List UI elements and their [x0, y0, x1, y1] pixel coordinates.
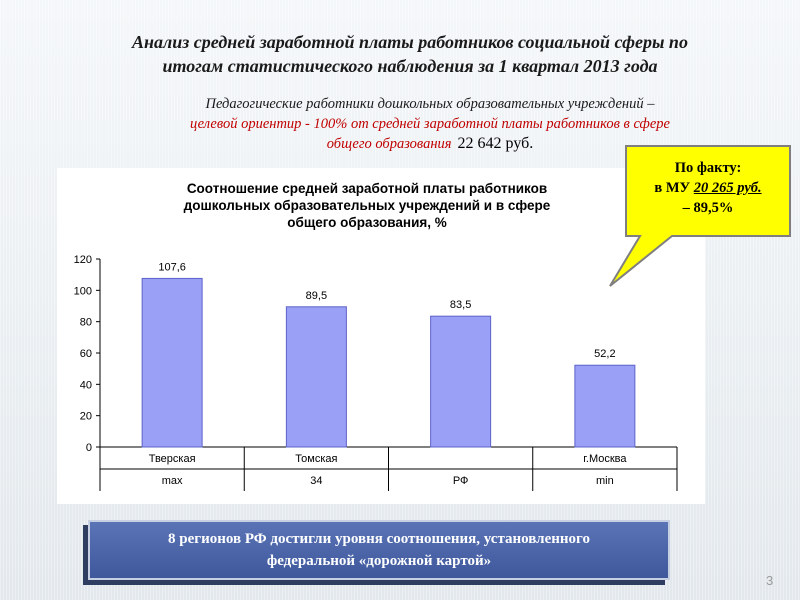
y-tick-label-0: 0	[86, 442, 92, 454]
subtitle-line3: общего образования	[326, 136, 452, 152]
chart-title-line3: общего образования, %	[287, 215, 447, 230]
bar-chart: 0 20 40 60 80 100 120 107,6 Тверская max 89,5 Томск…	[74, 254, 678, 491]
bar-3	[574, 364, 636, 448]
data-label-2: 83,5	[450, 299, 471, 311]
slide-subtitle: Педагогические работники дошкольных обра…	[100, 94, 760, 154]
callout-text: По факту: в МУ 20 265 руб. – 89,5%	[628, 158, 788, 218]
y-tick-label-40: 40	[80, 379, 92, 391]
banner-line2: федеральной «дорожной картой»	[266, 553, 492, 569]
chart-title-line1: Соотношение средней заработной платы раб…	[186, 181, 548, 196]
chart-panel: Соотношение средней заработной платы раб…	[57, 168, 705, 504]
bar-1	[285, 306, 347, 448]
subtitle-sum: 22 642 руб.	[457, 135, 534, 152]
banner-line1: 8 регионов РФ достигли уровня соотношени…	[168, 531, 590, 547]
data-label-3: 52,2	[594, 348, 615, 360]
x-category-sublabel-3: min	[596, 475, 614, 487]
y-tick-label-120: 120	[74, 254, 92, 266]
chart-title: Соотношение средней заработной платы раб…	[117, 180, 617, 231]
slide-title-line2: итогам статистического наблюдения за 1 к…	[162, 56, 658, 76]
callout-line1: По факту:	[674, 160, 742, 176]
callout-line2-prefix: в МУ	[654, 180, 694, 196]
x-category-label-3: г.Москва	[583, 453, 627, 465]
chart-title-line2: дошкольных образовательных учреждений и …	[183, 198, 551, 213]
x-category-sublabel-1: 34	[310, 475, 322, 487]
y-tick-label-60: 60	[80, 348, 92, 360]
x-category-sublabel-2: РФ	[453, 475, 469, 487]
data-label-1: 89,5	[306, 290, 327, 302]
y-tick-label-20: 20	[80, 411, 92, 423]
page-number: 3	[766, 573, 774, 588]
bar-0	[141, 277, 203, 448]
subtitle-line1: Педагогические работники дошкольных обра…	[205, 96, 655, 112]
slide-title-line1: Анализ средней заработной платы работник…	[132, 32, 688, 52]
y-tick-label-100: 100	[74, 285, 92, 297]
slide-title: Анализ средней заработной платы работник…	[60, 30, 760, 78]
subtitle-line2: целевой ориентир - 100% от средней зараб…	[190, 116, 670, 132]
bar-2	[430, 315, 492, 448]
x-category-label-1: Томская	[295, 453, 337, 465]
summary-banner: 8 регионов РФ достигли уровня соотношени…	[88, 520, 670, 580]
y-tick-label-80: 80	[80, 317, 92, 329]
x-category-label-0: Тверская	[149, 453, 196, 465]
callout-shape	[609, 145, 791, 287]
callout-line2-value: 20 265 руб.	[693, 180, 762, 196]
data-label-0: 107,6	[158, 261, 186, 273]
x-category-sublabel-0: max	[162, 475, 183, 487]
callout-line3: – 89,5%	[682, 200, 734, 216]
